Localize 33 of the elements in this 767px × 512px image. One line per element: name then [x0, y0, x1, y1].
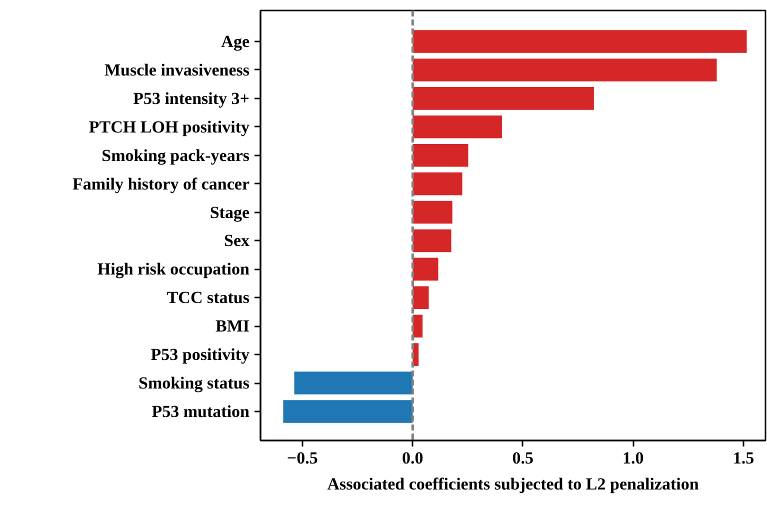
y-tick-label: Smoking pack-years	[102, 146, 250, 165]
bar	[294, 372, 413, 394]
bar	[412, 144, 468, 167]
x-axis-title: Associated coefficients subjected to L2 penalization	[327, 474, 700, 494]
y-tick-label: Age	[221, 32, 250, 52]
y-tick-label: P53 intensity 3+	[133, 88, 250, 108]
y-tick-label: TCC status	[166, 288, 250, 308]
y-tick-label: Smoking status	[138, 374, 250, 393]
bar	[283, 400, 413, 423]
x-tick-label: 1.0	[622, 448, 644, 468]
x-tick-label: 0.0	[402, 448, 424, 468]
y-tick-label: Stage	[210, 202, 250, 222]
y-tick-label: P53 mutation	[152, 402, 250, 421]
bar	[412, 30, 747, 53]
y-tick-label: Family history of cancer	[72, 174, 250, 194]
bar	[412, 172, 462, 196]
bar	[412, 87, 594, 110]
y-tick-label: P53 positivity	[150, 345, 250, 364]
bar	[412, 229, 452, 252]
y-tick-label: PTCH LOH positivity	[88, 117, 250, 136]
x-tick-label: 1.5	[732, 448, 754, 468]
bar	[412, 116, 502, 138]
bar	[412, 200, 452, 224]
y-tick-label: BMI	[216, 316, 250, 336]
y-tick-label: Sex	[224, 231, 250, 250]
x-tick-label: 0.5	[512, 448, 534, 468]
bar	[412, 286, 429, 310]
y-tick-label: Muscle invasiveness	[104, 60, 250, 80]
bar	[412, 314, 423, 338]
bar	[412, 258, 438, 281]
y-tick-label: High risk occupation	[97, 260, 250, 279]
bar	[412, 58, 717, 82]
x-tick-label: −0.5	[286, 448, 318, 468]
